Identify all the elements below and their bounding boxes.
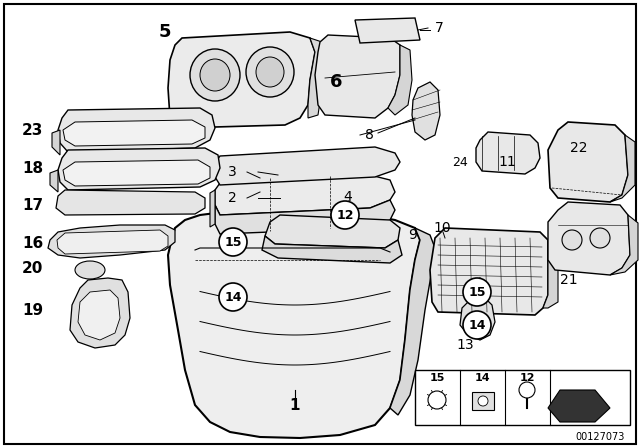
Text: 10: 10: [433, 221, 451, 235]
Polygon shape: [168, 32, 315, 128]
Polygon shape: [58, 108, 215, 152]
Polygon shape: [168, 208, 420, 438]
Text: 1: 1: [290, 397, 300, 413]
Polygon shape: [390, 228, 435, 415]
Polygon shape: [476, 132, 540, 174]
Circle shape: [331, 201, 359, 229]
Text: 9: 9: [408, 228, 417, 242]
Text: 21: 21: [560, 273, 578, 287]
Ellipse shape: [75, 261, 105, 279]
Text: 15: 15: [224, 236, 242, 249]
Bar: [415, 370, 630, 425]
Polygon shape: [262, 236, 402, 263]
Polygon shape: [548, 122, 628, 202]
Polygon shape: [315, 35, 400, 118]
Polygon shape: [63, 160, 210, 186]
Circle shape: [519, 382, 535, 398]
Text: 16: 16: [22, 236, 44, 250]
Polygon shape: [70, 278, 130, 348]
Polygon shape: [210, 163, 215, 180]
Text: 00127073: 00127073: [575, 432, 625, 442]
Text: 14: 14: [468, 319, 486, 332]
Ellipse shape: [200, 59, 230, 91]
Text: 23: 23: [22, 122, 44, 138]
Text: 7: 7: [435, 21, 444, 35]
Text: 15: 15: [468, 285, 486, 298]
Polygon shape: [48, 225, 175, 258]
Polygon shape: [388, 45, 412, 115]
Polygon shape: [50, 170, 58, 192]
Polygon shape: [412, 82, 440, 140]
Text: 14: 14: [474, 373, 490, 383]
Polygon shape: [355, 18, 420, 43]
Text: 8: 8: [365, 128, 374, 142]
Polygon shape: [63, 120, 205, 146]
Text: 3: 3: [228, 165, 237, 179]
Ellipse shape: [190, 49, 240, 101]
Circle shape: [219, 228, 247, 256]
Text: 14: 14: [224, 290, 242, 303]
Circle shape: [463, 311, 491, 339]
Text: 24: 24: [452, 155, 468, 168]
Ellipse shape: [256, 57, 284, 87]
Circle shape: [562, 230, 582, 250]
Polygon shape: [430, 228, 548, 315]
Polygon shape: [610, 215, 638, 275]
Circle shape: [463, 278, 491, 306]
Polygon shape: [543, 240, 558, 308]
Polygon shape: [78, 290, 120, 340]
Text: 6: 6: [330, 73, 342, 91]
Text: 12: 12: [519, 373, 535, 383]
Polygon shape: [548, 390, 610, 422]
Polygon shape: [215, 200, 395, 234]
Text: 11: 11: [498, 155, 516, 169]
Text: 12: 12: [336, 208, 354, 221]
Polygon shape: [210, 190, 215, 227]
Circle shape: [590, 228, 610, 248]
Text: 18: 18: [22, 160, 43, 176]
Circle shape: [428, 391, 446, 409]
Circle shape: [478, 396, 488, 406]
Text: 4: 4: [344, 190, 353, 204]
Text: 22: 22: [570, 141, 588, 155]
Polygon shape: [215, 147, 400, 185]
Polygon shape: [265, 215, 400, 248]
Polygon shape: [58, 148, 220, 190]
Bar: [472, 392, 494, 410]
Ellipse shape: [246, 47, 294, 97]
Polygon shape: [56, 190, 205, 215]
Text: 15: 15: [429, 373, 445, 383]
Text: 17: 17: [22, 198, 43, 212]
Polygon shape: [460, 298, 495, 340]
Polygon shape: [215, 175, 395, 215]
Polygon shape: [57, 230, 168, 254]
Polygon shape: [308, 38, 325, 118]
Text: 20: 20: [22, 260, 44, 276]
Polygon shape: [52, 130, 60, 155]
Polygon shape: [548, 202, 630, 275]
Text: 5: 5: [159, 23, 172, 41]
Text: 19: 19: [22, 302, 43, 318]
Text: 13: 13: [456, 338, 474, 352]
Polygon shape: [610, 135, 635, 202]
Text: 2: 2: [228, 191, 237, 205]
Circle shape: [219, 283, 247, 311]
